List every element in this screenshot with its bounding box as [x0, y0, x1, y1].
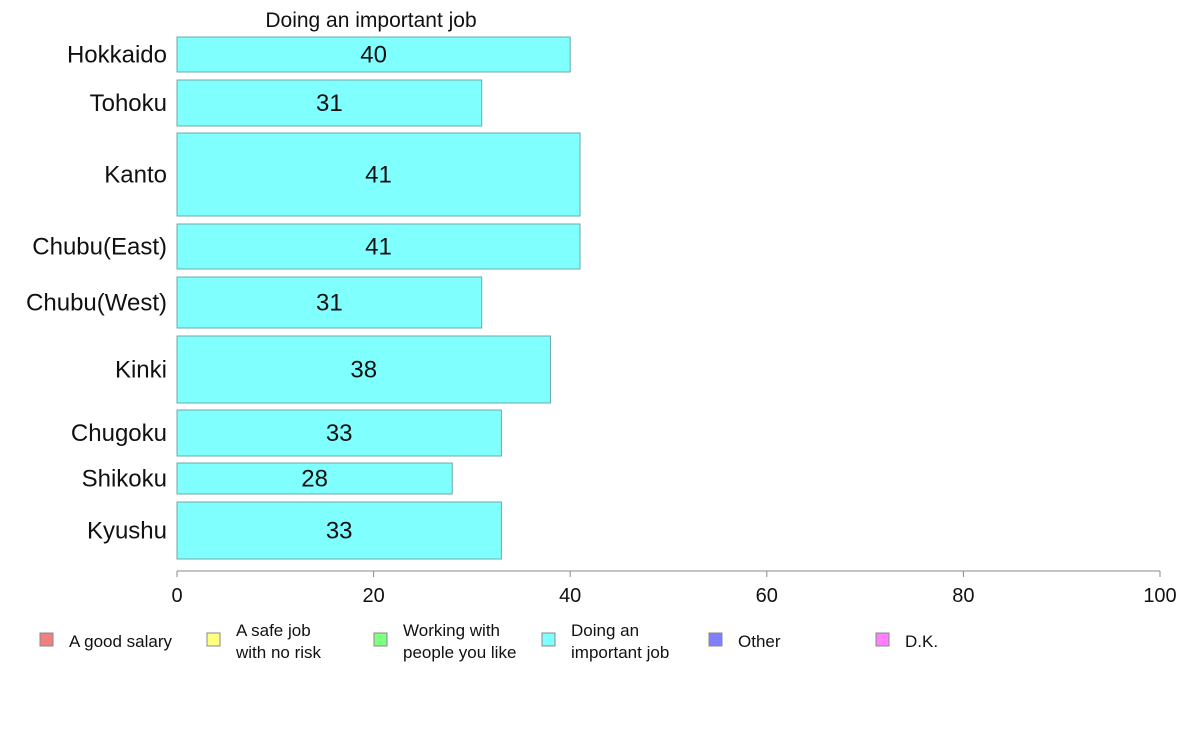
bar — [176, 36, 571, 73]
data-label: 31 — [316, 90, 343, 117]
x-tick-label: 40 — [559, 585, 581, 607]
legend-swatch — [206, 632, 221, 647]
legend-label: Working with — [403, 621, 500, 640]
bar — [176, 409, 502, 457]
legend-swatch — [875, 632, 890, 647]
bars-group: Hokkaido 40 Tohoku 31 Kanto 41 Chubu(East) 41 Ch… — [26, 36, 581, 560]
data-label: 28 — [301, 466, 328, 493]
legend-label: A good salary — [69, 632, 173, 651]
category-label: Chubu(East) — [32, 234, 167, 261]
category-label: Kinki — [115, 357, 167, 384]
data-label: 33 — [326, 518, 353, 545]
legend-label: Other — [738, 632, 781, 651]
data-label: 38 — [350, 357, 377, 384]
category-label: Chubu(West) — [26, 290, 167, 317]
data-label: 40 — [360, 42, 387, 69]
legend-label: people you like — [403, 643, 516, 662]
legend-label: with no risk — [235, 643, 322, 662]
x-tick-label: 60 — [756, 585, 778, 607]
data-label: 33 — [326, 420, 353, 447]
category-label: Chugoku — [71, 420, 167, 447]
legend-label: Doing an — [571, 621, 639, 640]
bar — [176, 276, 483, 329]
category-label: Tohoku — [90, 90, 167, 117]
legend-swatch — [708, 632, 723, 647]
legend-label: D.K. — [905, 632, 938, 651]
data-label: 31 — [316, 290, 343, 317]
category-label: Hokkaido — [67, 42, 167, 69]
x-tick-label: 80 — [952, 585, 974, 607]
category-label: Shikoku — [82, 466, 167, 493]
legend-swatch — [373, 632, 388, 647]
bar — [176, 132, 581, 217]
bar — [176, 501, 502, 560]
x-tick-label: 0 — [171, 585, 182, 607]
legend-swatch — [541, 632, 556, 647]
bar — [176, 462, 453, 495]
x-tick-label: 20 — [362, 585, 384, 607]
legend-label: important job — [571, 643, 669, 662]
x-tick-label: 100 — [1143, 585, 1176, 607]
category-label: Kyushu — [87, 518, 167, 545]
x-axis: 0 20 40 60 80 100 — [171, 570, 1177, 607]
legend-swatch — [39, 632, 54, 647]
category-label: Kanto — [104, 162, 167, 189]
legend: A good salary A safe job with no risk Worki… — [39, 621, 938, 662]
data-label: 41 — [365, 234, 392, 261]
bar — [176, 335, 552, 404]
data-label: 41 — [365, 162, 392, 189]
chart-title: Doing an important job — [265, 9, 476, 32]
bar — [176, 223, 581, 270]
legend-label: A safe job — [236, 621, 311, 640]
bar — [176, 79, 483, 127]
